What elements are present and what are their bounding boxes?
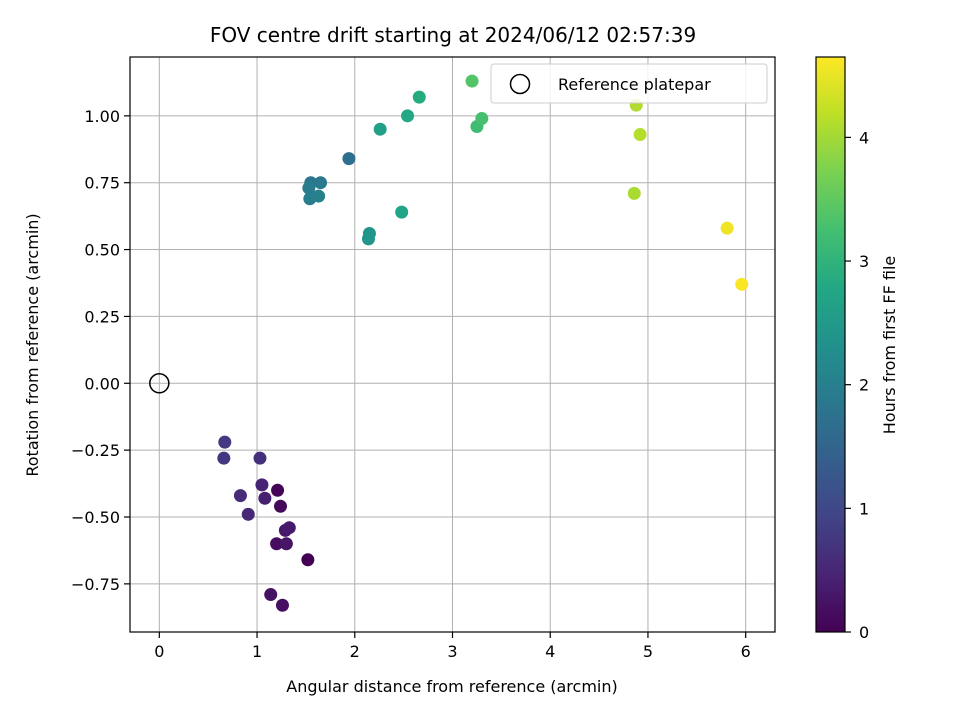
colorbar-tick-label-4: 4 [859,128,869,147]
data-point-29 [475,112,489,126]
data-point-33 [633,128,647,142]
colorbar-ticks: 0 1 2 3 4 [845,128,869,642]
data-point-25 [395,205,409,219]
colorbar: 0 1 2 3 4 Hours from first FF file [815,56,899,642]
data-point-3 [270,537,284,551]
x-tick-label-1: 1 [252,642,262,661]
x-tick-label-6: 6 [741,642,751,661]
colorbar-frame [815,56,846,633]
data-point-31 [627,186,641,200]
data-point-34 [720,221,734,235]
data-point-5 [264,588,278,602]
data-point-10 [255,478,269,492]
colorbar-tick-label-1: 1 [859,499,869,518]
y-tick-label-3: 0.00 [84,374,120,393]
x-tick-label-2: 2 [350,642,360,661]
chart-title: FOV centre drift starting at 2024/06/12 … [210,23,696,47]
colorbar-gradient [816,57,845,632]
x-tick-label-3: 3 [447,642,457,661]
y-tick-label-4: 0.25 [84,307,120,326]
data-points [217,74,749,612]
data-point-1 [271,483,285,497]
x-axis-ticks: 0 1 2 3 4 5 6 [154,632,751,661]
legend-open-circle-icon [509,73,531,95]
y-tick-label-0: −0.75 [71,575,120,594]
data-point-16 [342,152,356,166]
y-axis-ticks: −0.75 −0.50 −0.25 0.00 0.25 0.50 0.75 1.00 [71,107,130,594]
data-point-2 [274,499,287,513]
y-tick-label-7: 1.00 [84,107,120,126]
x-axis-label: Angular distance from reference (arcmin) [286,677,617,696]
data-point-27 [412,90,426,104]
x-tick-label-0: 0 [154,642,164,661]
data-point-6 [279,537,293,551]
x-tick-label-5: 5 [643,642,653,661]
data-point-13 [253,451,267,465]
data-point-14 [217,451,231,465]
data-point-26 [401,109,415,123]
colorbar-tick-label-3: 3 [859,252,869,271]
colorbar-tick-label-2: 2 [859,376,869,395]
data-point-19 [302,181,316,195]
x-tick-label-4: 4 [545,642,555,661]
grid-lines [130,57,775,632]
colorbar-tick-label-0: 0 [859,623,869,642]
data-point-18 [314,176,328,190]
data-point-4 [275,598,289,612]
y-tick-label-2: −0.25 [71,441,120,460]
data-point-8 [282,521,296,535]
data-point-23 [361,232,375,246]
data-point-35 [735,277,749,291]
data-point-12 [233,489,247,503]
data-point-15 [218,435,232,449]
data-point-9 [258,491,272,505]
data-point-21 [312,189,326,203]
legend: Reference platepar [490,63,768,104]
y-axis-label: Rotation from reference (arcmin) [23,213,42,476]
legend-label-reference: Reference platepar [558,75,711,94]
legend-box [490,63,768,104]
reference-marker [149,373,170,394]
data-point-0 [301,553,315,567]
data-point-11 [241,507,255,521]
y-tick-label-5: 0.50 [84,241,120,260]
colorbar-label: Hours from first FF file [880,256,899,435]
data-point-30 [465,74,479,88]
data-point-24 [373,122,387,136]
y-tick-label-1: −0.50 [71,508,120,527]
y-tick-label-6: 0.75 [84,174,120,193]
